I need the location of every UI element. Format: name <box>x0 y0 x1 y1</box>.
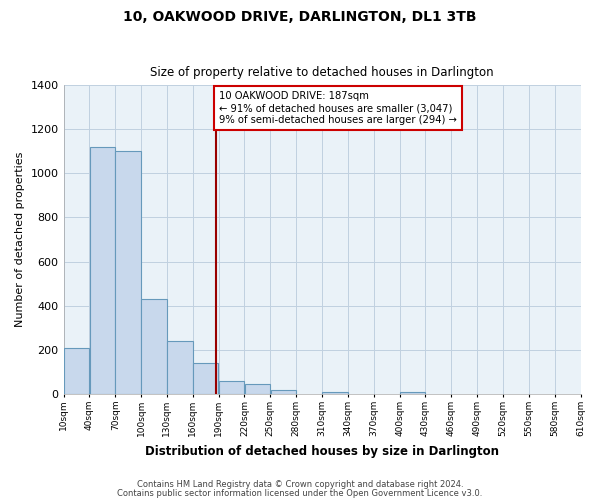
Bar <box>322 392 347 394</box>
Bar <box>89 146 115 394</box>
Bar <box>142 299 167 394</box>
Bar <box>400 392 425 394</box>
Text: 10 OAKWOOD DRIVE: 187sqm
← 91% of detached houses are smaller (3,047)
9% of semi: 10 OAKWOOD DRIVE: 187sqm ← 91% of detach… <box>218 92 457 124</box>
Y-axis label: Number of detached properties: Number of detached properties <box>15 152 25 327</box>
Text: Contains public sector information licensed under the Open Government Licence v3: Contains public sector information licen… <box>118 488 482 498</box>
Bar <box>219 381 244 394</box>
Text: Contains HM Land Registry data © Crown copyright and database right 2024.: Contains HM Land Registry data © Crown c… <box>137 480 463 489</box>
Bar <box>167 341 193 394</box>
X-axis label: Distribution of detached houses by size in Darlington: Distribution of detached houses by size … <box>145 444 499 458</box>
Bar <box>193 364 218 394</box>
Bar <box>64 348 89 394</box>
Bar <box>271 390 296 394</box>
Bar <box>115 151 141 394</box>
Text: 10, OAKWOOD DRIVE, DARLINGTON, DL1 3TB: 10, OAKWOOD DRIVE, DARLINGTON, DL1 3TB <box>123 10 477 24</box>
Bar <box>245 384 270 394</box>
Title: Size of property relative to detached houses in Darlington: Size of property relative to detached ho… <box>150 66 494 80</box>
